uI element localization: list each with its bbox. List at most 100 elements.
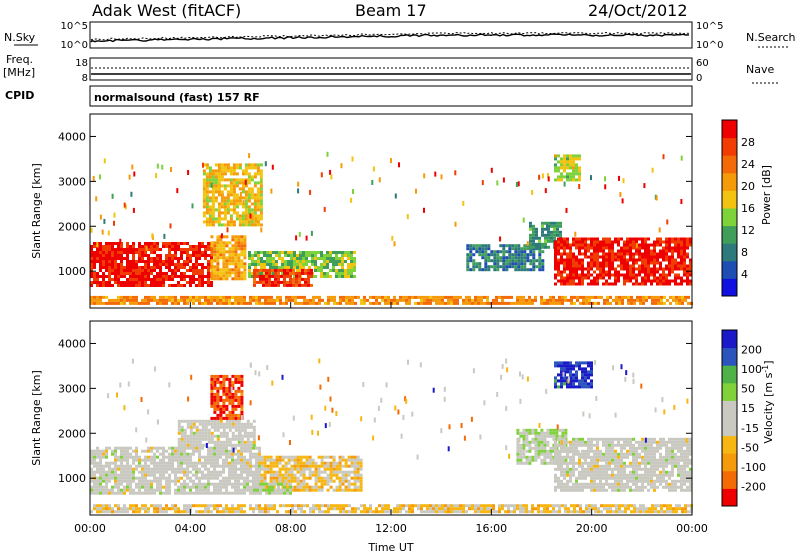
heatmap-cell	[638, 252, 641, 256]
heatmap-cell	[210, 386, 214, 390]
heatmap-cell	[147, 266, 150, 269]
heatmap-cell	[237, 488, 240, 492]
heatmap-cell	[207, 434, 211, 438]
heatmap-cell	[132, 449, 135, 453]
heatmap-cell	[108, 488, 111, 492]
heatmap-cell	[266, 251, 269, 254]
heatmap-cell	[249, 467, 252, 471]
heatmap-cell	[578, 178, 581, 182]
heatmap-cell	[516, 298, 519, 302]
heatmap-cell	[590, 467, 593, 471]
heatmap-cell	[213, 416, 217, 420]
heatmap-cell	[223, 199, 227, 203]
heatmap-cell	[632, 476, 635, 480]
heatmap-cell	[189, 422, 193, 426]
heatmap-cell	[593, 270, 596, 274]
heatmap-cell	[554, 449, 557, 453]
heatmap-cell	[186, 248, 189, 251]
heatmap-cell	[660, 295, 663, 299]
heatmap-cell	[638, 270, 641, 274]
heatmap-cell	[538, 242, 541, 246]
heatmap-cell	[234, 298, 237, 302]
scatter-echo	[90, 227, 93, 233]
heatmap-cell	[629, 485, 632, 489]
heatmap-cell	[237, 431, 241, 435]
heatmap-cell	[302, 470, 306, 474]
heatmap-cell	[372, 295, 375, 299]
heatmap-cell	[90, 301, 93, 305]
heatmap-cell	[234, 416, 238, 420]
heatmap-cell	[560, 172, 563, 176]
scatter-echo	[330, 174, 333, 180]
heatmap-cell	[552, 458, 556, 462]
heatmap-cell	[620, 458, 623, 462]
heatmap-cell	[656, 270, 659, 274]
scatter-echo	[161, 164, 164, 170]
heatmap-cell	[581, 476, 584, 480]
heatmap-cell	[341, 464, 345, 468]
heatmap-cell	[198, 278, 201, 281]
heatmap-cell	[569, 267, 572, 271]
heatmap-cell	[96, 260, 99, 263]
heatmap-cell	[623, 279, 626, 283]
heatmap-cell	[213, 277, 217, 281]
heatmap-cell	[528, 428, 532, 432]
heatmap-cell	[578, 249, 581, 253]
heatmap-cell	[552, 434, 556, 438]
heatmap-cell	[214, 217, 218, 221]
heatmap-cell	[235, 211, 239, 215]
heatmap-cell	[544, 242, 547, 246]
heatmap-cell	[114, 491, 117, 495]
heatmap-cell	[354, 301, 357, 305]
heatmap-cell	[339, 295, 342, 299]
heatmap-cell	[219, 238, 223, 242]
heatmap-cell	[560, 252, 563, 256]
scatter-echo	[352, 189, 354, 194]
heatmap-cell	[232, 223, 236, 227]
heatmap-cell	[208, 190, 212, 194]
heatmap-cell	[656, 243, 659, 247]
heatmap-cell	[541, 250, 545, 254]
heatmap-cell	[138, 260, 141, 263]
heatmap-cell	[123, 479, 126, 483]
heatmap-cell	[575, 282, 578, 286]
heatmap-cell	[202, 163, 206, 167]
heatmap-cell	[335, 485, 339, 489]
heatmap-cell	[195, 272, 198, 275]
heatmap-cell	[605, 255, 608, 259]
scatter-echo	[305, 235, 308, 241]
heatmap-cell	[275, 476, 279, 480]
heatmap-cell	[228, 419, 232, 423]
heatmap-cell	[620, 246, 623, 250]
heatmap-cell	[237, 274, 241, 278]
heatmap-cell	[554, 440, 557, 444]
heatmap-cell	[243, 235, 247, 239]
heatmap-cell	[320, 254, 323, 257]
heatmap-cell	[578, 166, 581, 170]
heatmap-cell	[296, 488, 300, 492]
heatmap-cell	[102, 251, 105, 254]
heatmap-cell	[205, 202, 209, 206]
heatmap-cell	[323, 479, 327, 483]
heatmap-cell	[550, 236, 553, 240]
heatmap-cell	[226, 211, 230, 215]
heatmap-cell	[213, 422, 217, 426]
heatmap-cell	[99, 449, 102, 453]
heatmap-cell	[177, 431, 181, 435]
heatmap-cell	[363, 295, 366, 299]
heatmap-cell	[225, 449, 228, 453]
scatter-echo	[434, 171, 437, 177]
heatmap-cell	[162, 272, 165, 275]
heatmap-cell	[581, 246, 584, 250]
heatmap-cell	[177, 464, 180, 468]
heatmap-cell	[635, 276, 638, 280]
heatmap-cell	[216, 458, 219, 462]
heatmap-cell	[523, 253, 527, 257]
heatmap-cell	[186, 467, 189, 471]
heatmap-cell	[546, 449, 550, 453]
heatmap-cell	[132, 278, 135, 281]
heatmap-cell	[243, 238, 247, 242]
heatmap-cell	[129, 278, 132, 281]
heatmap-cell	[575, 461, 578, 465]
heatmap-cell	[296, 470, 300, 474]
